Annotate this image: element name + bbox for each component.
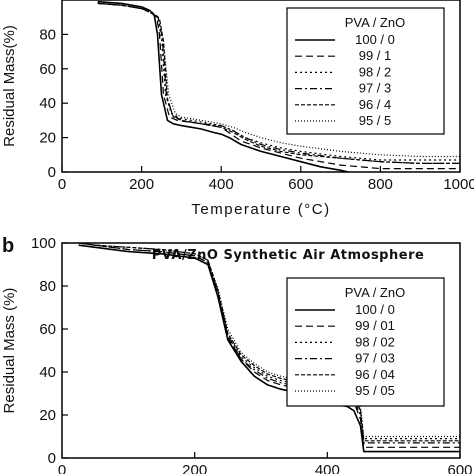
x-tick-label: 400 [209, 176, 234, 193]
legend-title: PVA / ZnO [345, 15, 405, 30]
series-line [78, 244, 460, 453]
legend-label: 97 / 03 [355, 351, 395, 366]
legend-label: 97 / 3 [359, 81, 392, 96]
y-tick-label: 40 [39, 95, 56, 112]
y-tick-label: 100 [31, 235, 56, 252]
x-tick-label: 1000 [443, 176, 474, 193]
legend-label: 95 / 05 [355, 383, 395, 398]
x-tick-label: 800 [368, 176, 393, 193]
x-tick-label: 400 [315, 462, 340, 474]
panel-b-label: b [2, 235, 14, 257]
x-tick-label: 0 [58, 176, 66, 193]
y-axis-title: Residual Mass(%) [1, 25, 18, 147]
series-line [97, 0, 349, 172]
legend-label: 96 / 4 [359, 97, 392, 112]
y-tick-label: 20 [39, 130, 56, 147]
legend-label: 99 / 1 [359, 48, 392, 63]
chart-title: PVA/ZnO Synthetic Air Atmosphere [152, 248, 425, 263]
plot-frame [61, 242, 461, 459]
y-tick-label: 40 [39, 364, 56, 381]
legend-box [286, 7, 445, 135]
y-tick-label: 80 [39, 278, 56, 295]
panel-a-chart: 0 200 400 600 800 1000 0 20 40 60 80 Temperature (°… [1, 0, 474, 218]
y-tick-label: 0 [48, 164, 56, 181]
x-axis-title: Temperature (°C) [191, 201, 330, 218]
legend-label: 95 / 5 [359, 113, 392, 128]
x-tick-label: 600 [288, 176, 313, 193]
legend-label: 98 / 02 [355, 334, 395, 349]
series-line [97, 2, 460, 158]
panel-b-chart: 0 200 400 600 0 20 40 60 80 100 Residual Mass (%) P… [1, 235, 473, 474]
legend-box [286, 277, 445, 407]
y-tick-label: 60 [39, 321, 56, 338]
x-tick-label: 0 [58, 462, 66, 474]
legend-label: 98 / 2 [359, 64, 392, 79]
series-group [97, 0, 460, 172]
x-tick-label: 200 [182, 462, 207, 474]
plot-frame [61, 0, 461, 173]
x-tick-label: 600 [447, 462, 472, 474]
legend-title: PVA / ZnO [345, 285, 405, 300]
legend-label: 100 / 0 [355, 302, 395, 317]
y-tick-label: 80 [39, 26, 56, 43]
y-tick-label: 20 [39, 407, 56, 424]
legend-label: 100 / 0 [355, 32, 395, 47]
x-tick-label: 200 [129, 176, 154, 193]
y-tick-label: 60 [39, 61, 56, 78]
series-line [78, 243, 460, 438]
y-tick-label: 0 [48, 450, 56, 467]
legend-label: 99 / 01 [355, 318, 395, 333]
y-axis-title: Residual Mass (%) [1, 288, 18, 414]
legend-label: 96 / 04 [355, 367, 395, 382]
